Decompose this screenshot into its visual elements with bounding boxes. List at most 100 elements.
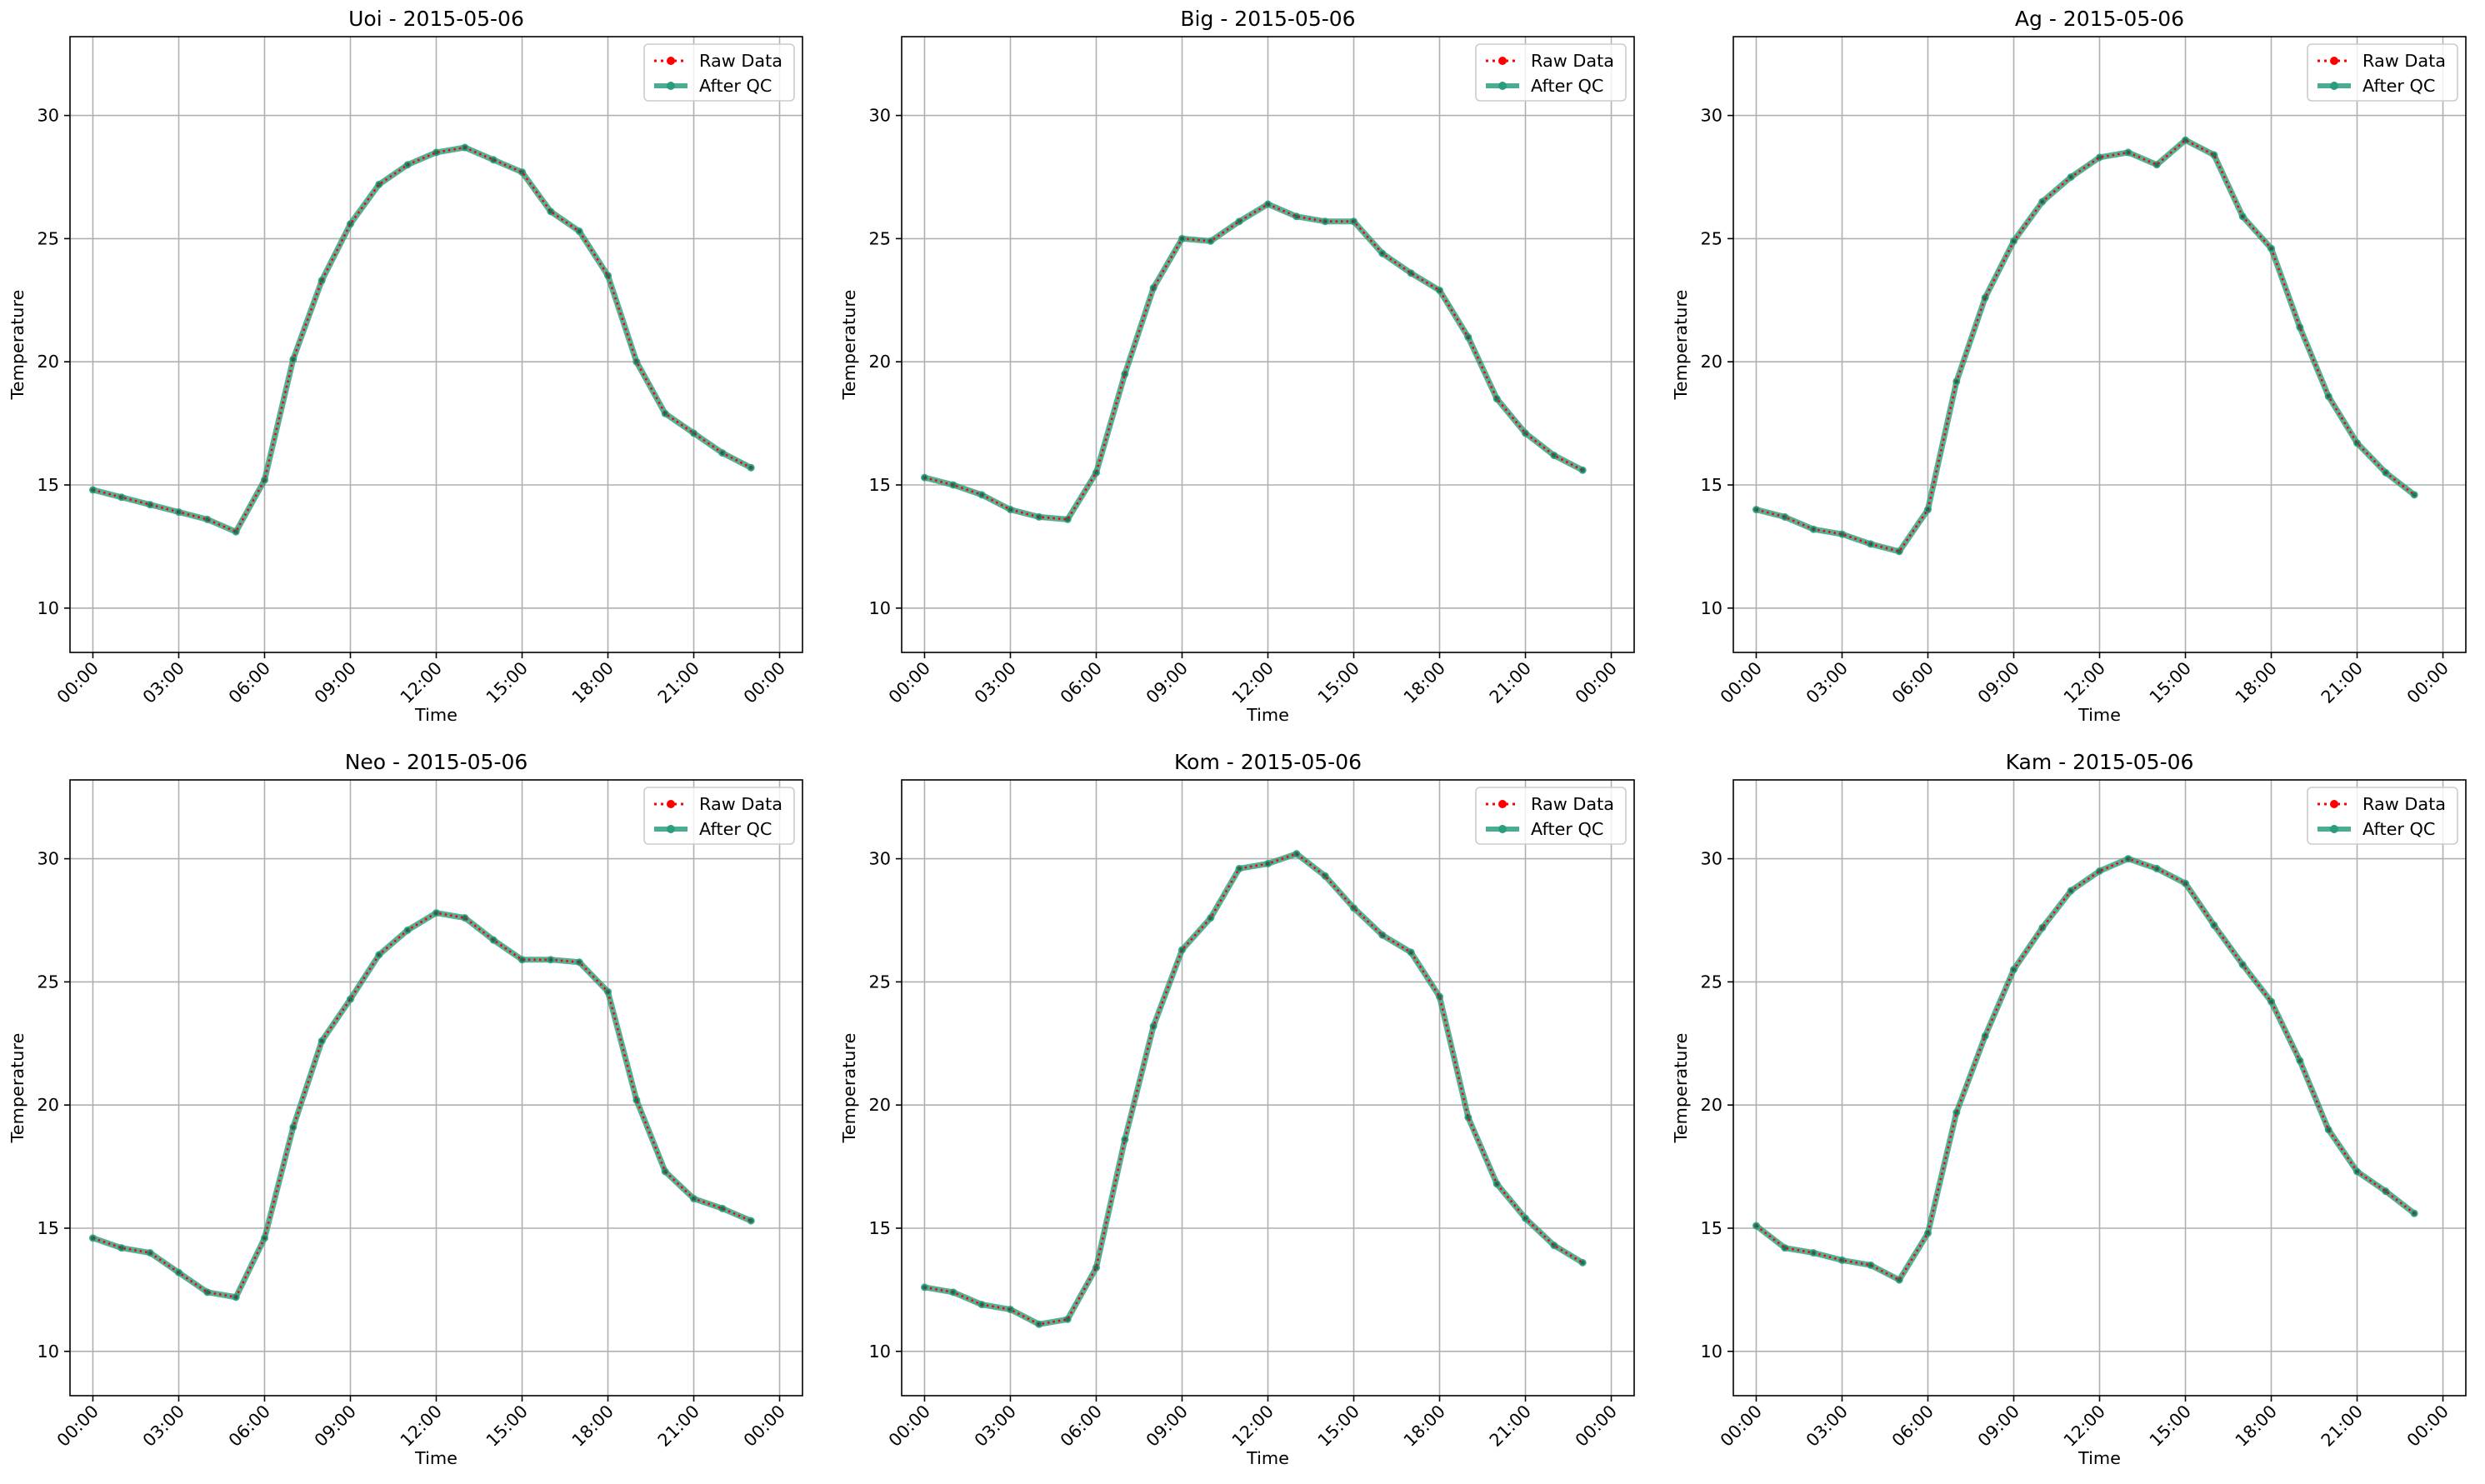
raw-data-point bbox=[1753, 1223, 1759, 1228]
raw-data-point bbox=[377, 952, 382, 957]
y-tick-label: 30 bbox=[38, 849, 59, 869]
x-axis-label: Time bbox=[2078, 705, 2121, 725]
legend-marker-raw-data bbox=[1498, 800, 1507, 808]
y-tick-label: 20 bbox=[869, 352, 891, 372]
x-tick-label: 09:00 bbox=[311, 658, 360, 707]
x-axis-label: Time bbox=[1246, 1448, 1289, 1468]
raw-data-point bbox=[548, 957, 553, 962]
raw-data-point bbox=[1208, 238, 1213, 243]
raw-data-point bbox=[1782, 514, 1788, 520]
raw-data-point bbox=[922, 475, 928, 480]
x-tick-label: 15:00 bbox=[482, 1402, 532, 1451]
raw-data-point bbox=[1868, 542, 1873, 547]
raw-data-point bbox=[2412, 492, 2417, 497]
x-tick-label: 12:00 bbox=[2060, 1402, 2109, 1451]
x-tick-label: 03:00 bbox=[971, 658, 1020, 707]
raw-data-point bbox=[577, 960, 582, 965]
x-tick-label: 00:00 bbox=[885, 658, 934, 707]
raw-data-point bbox=[1265, 202, 1271, 207]
raw-data-point bbox=[2212, 152, 2217, 157]
raw-data-point bbox=[1122, 372, 1128, 377]
raw-data-point bbox=[2182, 137, 2188, 142]
raw-data-point bbox=[119, 1246, 124, 1251]
x-tick-label: 18:00 bbox=[1400, 1402, 1449, 1451]
x-axis-label: Time bbox=[414, 1448, 458, 1468]
raw-data-point bbox=[1037, 1322, 1042, 1327]
raw-data-point bbox=[433, 150, 439, 155]
raw-data-line bbox=[92, 912, 752, 1299]
x-tick-label: 00:00 bbox=[53, 1402, 102, 1451]
legend-label-raw-data: Raw Data bbox=[1531, 794, 1614, 814]
raw-data-point bbox=[1093, 470, 1099, 475]
raw-data-point bbox=[1151, 285, 1156, 291]
raw-data-point bbox=[262, 477, 268, 482]
y-tick-label: 30 bbox=[1701, 106, 1722, 126]
raw-data-point bbox=[1008, 1307, 1013, 1312]
after-qc-line bbox=[89, 144, 754, 535]
raw-data-point bbox=[1380, 932, 1385, 937]
raw-data-point bbox=[519, 169, 525, 175]
y-tick-label: 10 bbox=[1701, 1342, 1722, 1362]
x-tick-label: 00:00 bbox=[1572, 658, 1621, 707]
x-tick-label: 00:00 bbox=[2403, 1402, 2452, 1451]
raw-data-point bbox=[405, 162, 410, 167]
after-qc-line bbox=[921, 851, 1586, 1327]
x-tick-label: 00:00 bbox=[1572, 1402, 1621, 1451]
raw-data-point bbox=[1925, 507, 1931, 512]
raw-data-point bbox=[605, 273, 611, 278]
chart-title: Uoi - 2015-05-06 bbox=[348, 7, 524, 31]
y-tick-label: 10 bbox=[869, 1342, 891, 1362]
x-tick-label: 21:00 bbox=[1486, 1402, 1535, 1451]
raw-data-point bbox=[1351, 219, 1357, 224]
raw-data-point bbox=[1897, 549, 1902, 554]
subplot-ag: 00:00 03:00 06:00 09:00 12:00 15:00 18:00 21:00… bbox=[1671, 7, 2467, 725]
raw-data-point bbox=[720, 1206, 725, 1211]
x-tick-label: 06:00 bbox=[1057, 1402, 1106, 1451]
raw-data-point bbox=[291, 1125, 296, 1130]
raw-data-point bbox=[1868, 1262, 1873, 1267]
raw-data-point bbox=[2040, 199, 2045, 204]
x-tick-label: 12:00 bbox=[1228, 1402, 1278, 1451]
chart-title: Ag - 2015-05-06 bbox=[2015, 7, 2184, 31]
y-tick-label: 20 bbox=[38, 352, 59, 372]
x-tick-label: 03:00 bbox=[139, 1402, 188, 1451]
x-tick-label: 03:00 bbox=[1802, 1402, 1852, 1451]
x-tick-label: 00:00 bbox=[885, 1402, 934, 1451]
y-tick-label: 10 bbox=[38, 598, 59, 618]
raw-data-point bbox=[1265, 861, 1271, 867]
raw-data-point bbox=[1552, 1243, 1557, 1248]
raw-data-point bbox=[1580, 1260, 1585, 1265]
raw-data-point bbox=[1466, 335, 1471, 340]
raw-data-point bbox=[119, 495, 124, 500]
y-tick-label: 15 bbox=[38, 1218, 59, 1238]
x-tick-label: 21:00 bbox=[1486, 658, 1535, 707]
legend-label-after-qc: After QC bbox=[699, 819, 772, 839]
raw-data-point bbox=[1811, 527, 1816, 532]
raw-data-point bbox=[291, 357, 296, 362]
raw-data-point bbox=[2182, 881, 2188, 886]
raw-data-point bbox=[462, 145, 468, 150]
raw-data-point bbox=[1811, 1250, 1816, 1256]
raw-data-point bbox=[1037, 514, 1042, 520]
raw-data-point bbox=[2097, 155, 2102, 160]
raw-data-point bbox=[319, 278, 324, 283]
y-tick-label: 15 bbox=[38, 475, 59, 495]
subplot-neo: 00:00 03:00 06:00 09:00 12:00 15:00 18:00 21:00… bbox=[8, 750, 803, 1468]
raw-data-point bbox=[951, 482, 956, 487]
legend-label-raw-data: Raw Data bbox=[1531, 51, 1614, 71]
raw-data-point bbox=[662, 1169, 668, 1174]
legend-label-after-qc: After QC bbox=[2362, 819, 2435, 839]
raw-data-point bbox=[519, 957, 525, 962]
raw-data-point bbox=[1782, 1246, 1788, 1251]
x-tick-label: 00:00 bbox=[53, 658, 102, 707]
raw-data-point bbox=[90, 487, 96, 492]
raw-data-point bbox=[348, 222, 353, 227]
raw-data-point bbox=[634, 359, 639, 364]
x-tick-label: 09:00 bbox=[1142, 658, 1192, 707]
legend-label-after-qc: After QC bbox=[699, 76, 772, 96]
legend: Raw Data After QC bbox=[1475, 787, 1627, 845]
raw-data-point bbox=[2068, 174, 2073, 180]
raw-data-point bbox=[979, 1302, 984, 1307]
raw-data-point bbox=[748, 465, 753, 470]
raw-data-point bbox=[405, 927, 410, 932]
